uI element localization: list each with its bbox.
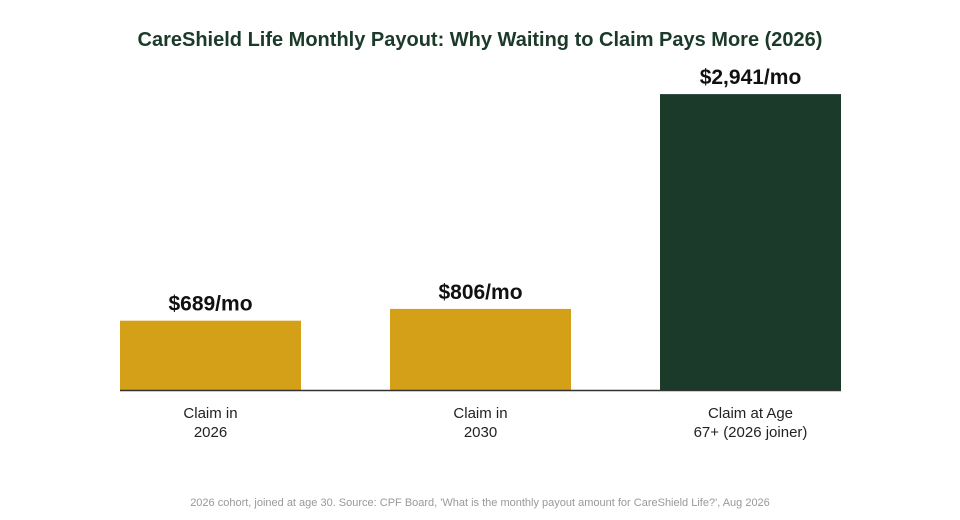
bar-2 xyxy=(390,308,571,390)
x-tick-label-3: Claim at Age 67+ (2026 joiner) xyxy=(694,405,808,441)
bar-value-label-1: $689/mo xyxy=(168,293,252,316)
bars-group xyxy=(120,94,841,390)
x-tick-label-2: Claim in 2030 xyxy=(453,405,507,441)
x-tick-label-1: Claim in 2026 xyxy=(183,405,237,441)
x-tick-label-3-line-1: Claim at Age xyxy=(708,405,793,422)
value-labels-group: $689/mo $806/mo $2,941/mo xyxy=(168,66,801,316)
x-tick-label-1-line-1: Claim in xyxy=(183,405,237,422)
bar-1 xyxy=(120,320,301,390)
bar-value-label-3: $2,941/mo xyxy=(700,66,802,89)
x-tick-label-2-line-1: Claim in xyxy=(453,405,507,422)
bar-value-label-2: $806/mo xyxy=(438,281,522,304)
source-note: 2026 cohort, joined at age 30. Source: C… xyxy=(190,497,770,509)
x-tick-labels-group: Claim in 2026 Claim in 2030 Claim at Age 67+ … xyxy=(183,405,807,441)
bar-3 xyxy=(660,94,841,390)
x-tick-label-3-line-2: 67+ (2026 joiner) xyxy=(694,424,808,441)
x-tick-label-1-line-2: 2026 xyxy=(194,424,227,441)
chart-title: CareShield Life Monthly Payout: Why Wait… xyxy=(138,29,823,51)
x-tick-label-2-line-2: 2030 xyxy=(464,424,497,441)
